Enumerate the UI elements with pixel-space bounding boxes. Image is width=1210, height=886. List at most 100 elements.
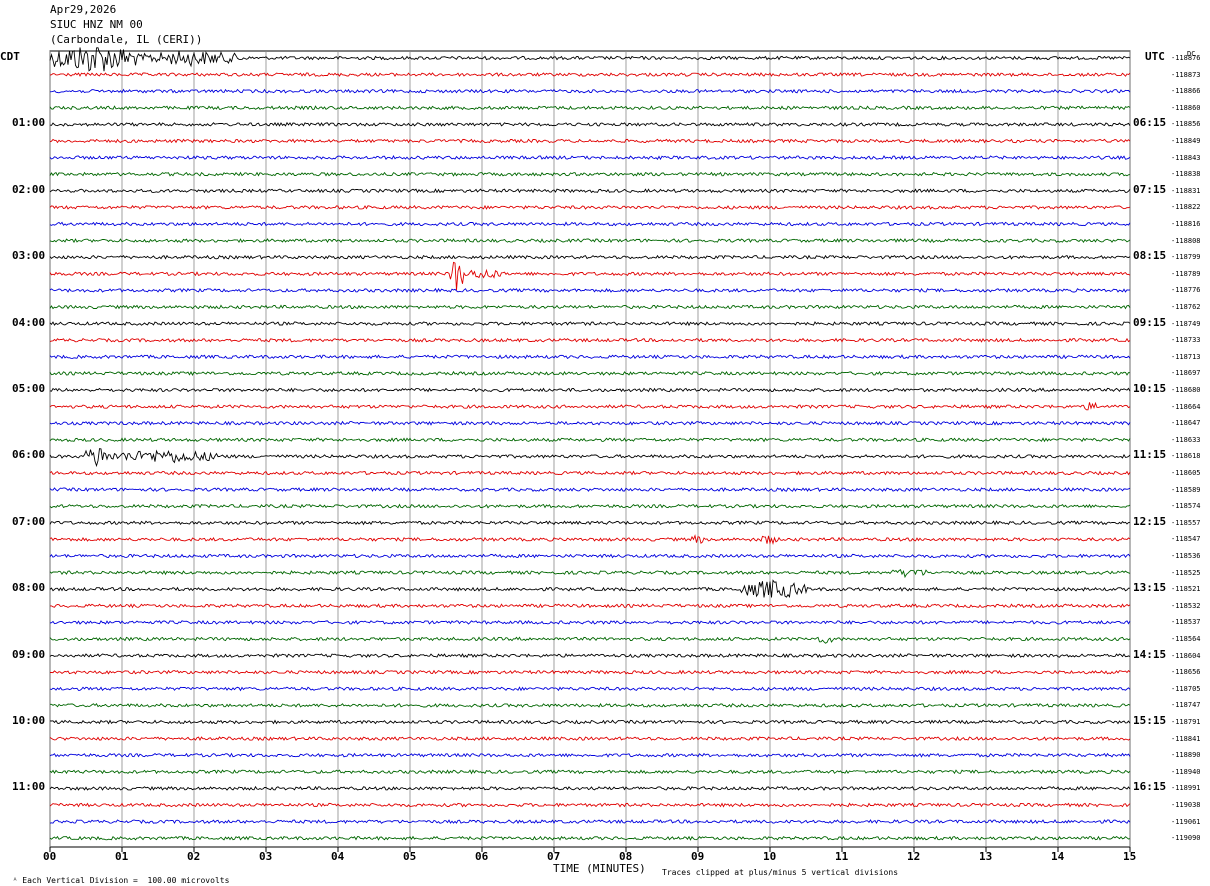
trace-offset-29: -118547 <box>1171 535 1201 544</box>
trace-offset-39: -118747 <box>1171 701 1201 710</box>
trace-27 <box>49 503 1131 509</box>
left-time-label-0900: 09:00 <box>12 647 46 661</box>
trace-42 <box>49 752 1131 758</box>
trace-offset-35: -118564 <box>1171 635 1201 643</box>
right-time-label-0715: 07:15 <box>1133 182 1167 196</box>
x-tick-label-14: 14 <box>1051 850 1065 863</box>
trace-offset-9: -118822 <box>1171 203 1201 212</box>
trace-offset-8: -118831 <box>1171 186 1201 195</box>
left-axis-label: CDT <box>0 50 20 63</box>
x-tick-label-08: 08 <box>619 850 633 863</box>
trace-20 <box>49 387 1131 393</box>
trace-35 <box>49 636 1131 644</box>
right-axis-label: UTC <box>1145 50 1165 63</box>
left-time-label-0500: 05:00 <box>12 382 46 395</box>
plot-frame <box>49 50 1131 848</box>
trace-45 <box>49 802 1131 808</box>
x-tick-label-03: 03 <box>259 850 273 863</box>
x-tick-label-02: 02 <box>187 850 201 863</box>
trace-offset-3: -118860 <box>1171 103 1201 112</box>
trace-offset-14: -118776 <box>1171 286 1201 295</box>
trace-offset-40: -118791 <box>1171 718 1201 726</box>
footer-scale-icon: ᴬ <box>12 876 23 885</box>
trace-25 <box>49 470 1131 476</box>
trace-offset-2: -118866 <box>1171 87 1201 96</box>
right-time-label-0815: 08:15 <box>1133 249 1167 263</box>
trace-offset-31: -118525 <box>1171 568 1201 577</box>
trace-offset-20: -118680 <box>1171 386 1201 394</box>
trace-offset-27: -118574 <box>1171 502 1201 511</box>
trace-offset-18: -118713 <box>1171 352 1201 361</box>
trace-32 <box>49 579 1130 598</box>
footer-scale-text: Each Vertical Division = 100.00 microvol… <box>22 876 230 885</box>
x-tick-label-06: 06 <box>475 850 489 863</box>
trace-40 <box>49 719 1131 725</box>
trace-offset-36: -118604 <box>1171 651 1201 660</box>
trace-offset-17: -118733 <box>1171 336 1201 345</box>
left-time-label-1100: 11:00 <box>12 780 46 794</box>
x-tick-label-09: 09 <box>691 850 705 863</box>
x-tick-label-11: 11 <box>835 850 849 863</box>
trace-offset-45: -119038 <box>1171 801 1201 809</box>
trace-39 <box>50 702 1131 708</box>
trace-offset-42: -118890 <box>1171 751 1201 760</box>
trace-offset-15: -118762 <box>1171 303 1201 311</box>
trace-0 <box>49 47 1131 72</box>
trace-12 <box>49 254 1131 260</box>
trace-44 <box>49 785 1131 791</box>
trace-9 <box>49 204 1131 210</box>
trace-38 <box>49 686 1131 692</box>
x-axis-title: TIME (MINUTES) <box>553 862 646 875</box>
x-tick-label-00: 00 <box>43 850 57 863</box>
trace-offset-34: -118537 <box>1171 618 1201 627</box>
trace-offset-1: -118873 <box>1171 70 1201 79</box>
trace-5 <box>49 138 1131 144</box>
trace-4 <box>49 121 1131 127</box>
x-tick-label-05: 05 <box>403 850 417 863</box>
right-time-label-0915: 09:15 <box>1133 315 1167 329</box>
trace-offset-26: -118589 <box>1171 485 1201 494</box>
trace-41 <box>49 736 1131 742</box>
trace-22 <box>49 420 1131 426</box>
x-tick-label-07: 07 <box>547 850 561 863</box>
trace-offset-12: -118799 <box>1171 253 1201 262</box>
dc-label: DC <box>1187 50 1196 58</box>
trace-19 <box>49 370 1131 376</box>
trace-8 <box>49 188 1131 194</box>
header-location: (Carbondale, IL (CERI)) <box>50 33 203 46</box>
trace-offset-33: -118532 <box>1171 601 1201 610</box>
x-tick-label-04: 04 <box>331 850 345 863</box>
trace-7 <box>49 171 1131 177</box>
left-time-label-0200: 02:00 <box>12 182 46 196</box>
left-time-label-0300: 03:00 <box>12 249 46 263</box>
trace-offset-21: -118664 <box>1171 402 1201 411</box>
trace-37 <box>50 669 1131 675</box>
trace-31 <box>49 569 1131 579</box>
trace-13 <box>49 261 1131 291</box>
trace-1 <box>49 72 1131 78</box>
trace-offset-16: -118749 <box>1171 319 1201 328</box>
trace-14 <box>49 287 1131 294</box>
x-tick-label-10: 10 <box>763 850 777 863</box>
trace-offset-38: -118705 <box>1171 684 1201 693</box>
trace-6 <box>49 155 1131 161</box>
right-time-label-1415: 14:15 <box>1133 647 1167 661</box>
footer-clip-note: Traces clipped at plus/minus 5 vertical … <box>662 868 899 877</box>
right-time-label-1215: 12:15 <box>1133 514 1167 528</box>
header-date: Apr29,2026 <box>50 3 117 16</box>
right-time-label-1115: 11:15 <box>1133 448 1167 462</box>
trace-2 <box>49 88 1131 94</box>
left-time-label-0100: 01:00 <box>12 116 46 130</box>
trace-offset-32: -118521 <box>1171 585 1201 594</box>
trace-43 <box>49 769 1131 775</box>
trace-offset-6: -118843 <box>1171 153 1201 162</box>
trace-offset-30: -118536 <box>1171 552 1201 560</box>
trace-28 <box>49 520 1131 526</box>
left-time-label-0700: 07:00 <box>12 514 46 528</box>
right-time-label-1315: 13:15 <box>1133 581 1167 595</box>
trace-46 <box>49 819 1131 825</box>
x-tick-label-13: 13 <box>979 850 993 863</box>
trace-offset-46: -119061 <box>1171 817 1201 826</box>
trace-15 <box>49 304 1131 310</box>
right-time-label-1015: 10:15 <box>1133 382 1167 395</box>
